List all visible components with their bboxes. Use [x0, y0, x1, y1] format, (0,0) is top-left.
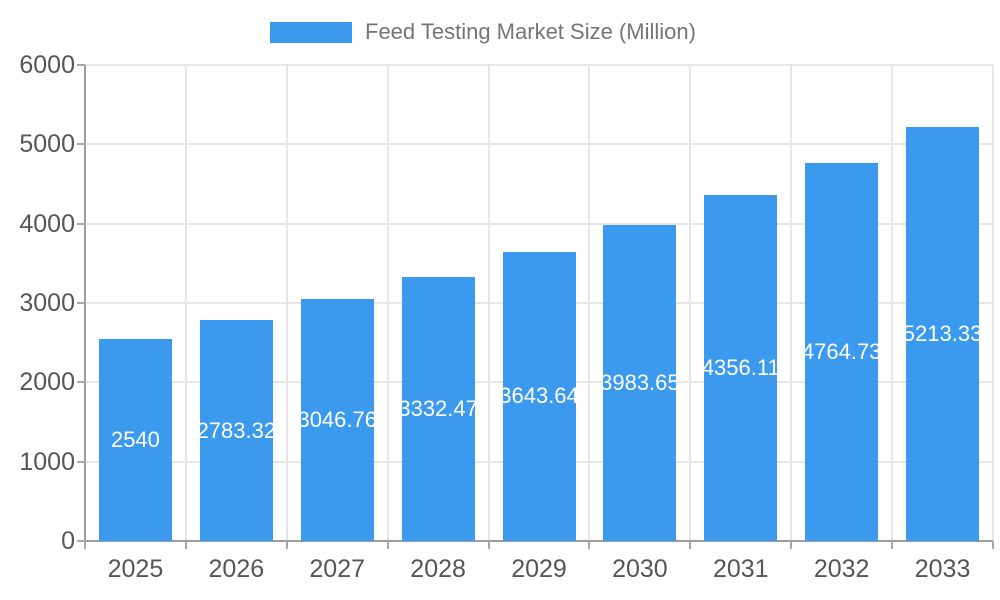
bar-2033[interactable]: 5213.33 — [906, 127, 980, 541]
x-axis-tick — [285, 541, 288, 549]
x-axis-label: 2025 — [107, 555, 164, 583]
y-axis-tick — [77, 64, 85, 66]
y-axis-label: 5000 — [19, 130, 75, 159]
gridline-vertical — [184, 65, 187, 541]
bar-value-label: 3983.65 — [603, 369, 677, 395]
gridline-horizontal — [85, 64, 993, 66]
bar-value-label: 4356.11 — [704, 355, 778, 381]
bar-value-label: 2783.32 — [199, 417, 273, 443]
x-axis-tick — [790, 541, 793, 549]
bar-value-label: 2540 — [110, 427, 160, 453]
gridline-vertical — [285, 65, 288, 541]
bar-2031[interactable]: 4356.11 — [704, 195, 778, 541]
y-axis-label: 4000 — [19, 209, 75, 238]
x-axis-tick — [84, 541, 86, 549]
x-axis-label: 2032 — [813, 555, 870, 583]
bar-value-label: 3332.47 — [401, 395, 475, 421]
x-axis-label: 2028 — [410, 555, 466, 583]
legend[interactable]: Feed Testing Market Size (Million) — [270, 19, 696, 44]
x-axis-label: 2030 — [612, 555, 668, 583]
bar-2026[interactable]: 2783.32 — [199, 320, 273, 541]
x-axis-label: 2029 — [511, 555, 567, 583]
bar-2029[interactable]: 3643.64 — [502, 251, 576, 541]
gridline-vertical — [386, 65, 389, 541]
gridline-vertical — [487, 65, 490, 541]
x-axis-line — [85, 540, 993, 542]
x-axis-tick — [689, 541, 692, 549]
bar-value-label: 4764.73 — [805, 338, 879, 364]
y-axis-label: 1000 — [19, 447, 75, 476]
x-axis-tick — [386, 541, 389, 549]
bar-value-label: 3046.76 — [300, 407, 374, 433]
bar-value-label: 5213.33 — [906, 321, 980, 347]
y-axis-label: 2000 — [19, 368, 75, 397]
x-axis-tick — [992, 541, 994, 549]
plot-area: 2540 2783.32 3046.76 3332.47 3643.64 3983.65 4… — [84, 64, 994, 542]
y-axis-tick — [77, 460, 85, 463]
gridline-vertical — [588, 65, 591, 541]
y-axis-tick — [77, 302, 85, 304]
y-axis-label: 0 — [61, 527, 75, 555]
x-axis-tick — [588, 541, 591, 549]
bar-2027[interactable]: 3046.76 — [300, 299, 374, 541]
legend-label: Feed Testing Market Size (Million) — [365, 19, 696, 44]
x-axis-tick — [891, 541, 894, 549]
y-axis-label: 6000 — [19, 51, 75, 79]
x-axis-label: 2033 — [914, 555, 971, 583]
gridline-vertical — [790, 65, 793, 541]
bar-2030[interactable]: 3983.65 — [603, 224, 677, 541]
y-axis-tick — [77, 222, 85, 225]
y-axis-tick — [77, 381, 85, 384]
x-axis-tick — [184, 541, 187, 549]
y-axis-line — [84, 65, 86, 541]
gridline-horizontal — [85, 143, 993, 146]
legend-swatch — [270, 21, 352, 43]
x-axis-label: 2031 — [712, 555, 769, 583]
x-axis-label: 2027 — [309, 555, 366, 583]
y-axis-tick — [77, 540, 85, 542]
x-axis-label: 2026 — [208, 555, 265, 583]
gridline-vertical — [891, 65, 894, 541]
y-axis-label: 3000 — [19, 289, 75, 317]
gridline-horizontal — [85, 222, 993, 225]
bar-2032[interactable]: 4764.73 — [805, 162, 879, 541]
y-axis-tick — [77, 143, 85, 146]
bar-value-label: 3643.64 — [502, 383, 576, 409]
x-axis-tick — [487, 541, 490, 549]
gridline-vertical — [992, 65, 994, 541]
bar-2025[interactable]: 2540 — [98, 339, 172, 541]
gridline-vertical — [689, 65, 692, 541]
bar-2028[interactable]: 3332.47 — [401, 276, 475, 541]
